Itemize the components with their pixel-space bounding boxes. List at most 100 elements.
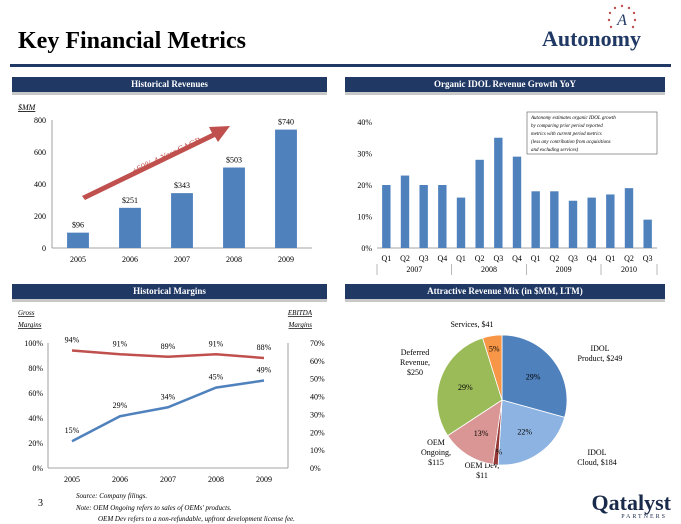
slice-pct-label: 29%	[458, 383, 473, 392]
autonomy-logo-mark-icon: A	[607, 4, 637, 29]
annotation-box	[526, 111, 658, 155]
right-y-tick-label: 30%	[310, 410, 325, 419]
data-label: 89%	[161, 342, 176, 351]
pie-slice	[436, 337, 503, 437]
y-tick-label: 10%	[357, 213, 372, 222]
year-group-label: 2007	[406, 265, 422, 274]
right-axis-label-line2: Margins	[288, 321, 313, 329]
slice-name-label: Deferred Revenue, $250	[400, 348, 430, 377]
slice-name-label: IDOL Cloud, $184	[577, 448, 617, 467]
right-y-tick-label: 70%	[310, 339, 325, 348]
pie-slice	[447, 399, 503, 465]
slice-pct-label: 22%	[517, 428, 532, 437]
right-y-tick-label: 60%	[310, 357, 325, 366]
data-label: $740	[278, 118, 294, 127]
left-axis-label-line2: Margins	[17, 321, 42, 329]
year-group-label: 2010	[621, 265, 637, 274]
data-label: 94%	[65, 336, 80, 345]
left-y-tick-label: 100%	[24, 339, 43, 348]
bar	[643, 219, 652, 248]
y-tick-label: 20%	[357, 181, 372, 190]
panel-title: Organic IDOL Revenue Growth YoY	[345, 77, 665, 92]
right-y-tick-label: 10%	[310, 446, 325, 455]
series-line-gross	[71, 349, 265, 360]
x-tick-label: Q4	[587, 254, 597, 263]
x-tick-label: 2007	[174, 255, 190, 264]
svg-text:A: A	[616, 12, 627, 29]
data-label: 45%	[209, 373, 224, 382]
x-tick-label: Q2	[624, 254, 634, 263]
bar	[587, 197, 596, 248]
page-number: 3	[38, 498, 43, 509]
right-y-tick-label: 40%	[310, 393, 325, 402]
x-tick-label: 2008	[226, 255, 242, 264]
historical-revenues-chart: $MM 0 200 400 600 800 $96 2005 $251 2006 $343 2007 $…	[18, 103, 312, 264]
series-line-ebitda	[71, 379, 265, 443]
slice-name-label: Services, $41	[450, 320, 493, 329]
data-label: $96	[72, 221, 84, 230]
x-tick-label: Q3	[419, 254, 429, 263]
data-label: 34%	[161, 392, 176, 401]
panel-organic-growth: Organic IDOL Revenue Growth YoY	[345, 77, 665, 95]
x-tick-label: Q1	[605, 254, 615, 263]
year-group-label: 2009	[556, 265, 572, 274]
panel-historical-revenues: Historical Revenues	[12, 77, 327, 95]
bar	[438, 185, 447, 248]
qatalyst-partners: PARTNERS	[621, 514, 667, 520]
x-tick-label: Q3	[568, 254, 578, 263]
y-tick-label: 400	[34, 180, 46, 189]
pie-slice	[501, 334, 568, 418]
data-label: $503	[226, 156, 242, 165]
y-tick-label: 200	[34, 212, 46, 221]
brand-logo: Autonomy	[541, 26, 641, 51]
slice-pct-label: 29%	[526, 372, 541, 381]
slice-pct-label: 5%	[489, 345, 500, 354]
x-tick-label: 2006	[112, 475, 128, 484]
left-y-tick-label: 20%	[28, 439, 43, 448]
historical-margins-chart: Gross Margins EBITDA Margins 0% 20% 40% 60% 80% 1…	[17, 309, 325, 484]
panel-revenue-mix: Attractive Revenue Mix (in $MM, LTM)	[345, 284, 665, 302]
data-label: $251	[122, 196, 138, 205]
x-tick-label: Q2	[400, 254, 410, 263]
slice-name-label: OEM Dev, $11	[465, 461, 500, 480]
bar	[119, 207, 141, 248]
pie-slice	[482, 334, 503, 401]
left-y-tick-label: 40%	[28, 414, 43, 423]
title-rule	[10, 64, 671, 67]
bar	[67, 232, 89, 248]
page-title: Key Financial Metrics	[18, 28, 246, 54]
bar	[400, 175, 410, 248]
cagr-arrow	[82, 126, 230, 200]
x-tick-label: Q2	[549, 254, 559, 263]
panel-title: Historical Margins	[12, 284, 327, 299]
x-tick-label: Q1	[381, 254, 391, 263]
x-tick-label: 2009	[256, 475, 272, 484]
right-y-tick-label: 50%	[310, 375, 325, 384]
x-tick-label: Q1	[456, 254, 466, 263]
y-tick-label: 800	[34, 116, 46, 125]
left-y-tick-label: 0%	[32, 464, 43, 473]
qatalyst-logo: Qatalyst	[591, 490, 671, 515]
slice-pct-label: 13%	[474, 429, 489, 438]
footer-note-1: Note: OEM Ongoing refers to sales of OEM…	[76, 504, 232, 512]
bar	[568, 200, 578, 248]
left-y-tick-label: 60%	[28, 389, 43, 398]
pie-slice	[497, 399, 566, 466]
data-label: 29%	[113, 401, 128, 410]
footer-source: Source: Company filings.	[76, 492, 148, 500]
y-axis-label: $MM	[18, 103, 37, 112]
revenue-mix-chart: 29% IDOL Product, $249 22% IDOL Cloud, $184 2%…	[400, 320, 622, 480]
cagr-annotation: +60% 4-Year CAGR	[131, 135, 203, 176]
x-tick-label: Q3	[493, 254, 503, 263]
x-tick-label: 2008	[208, 475, 224, 484]
y-tick-label: 600	[34, 148, 46, 157]
right-y-tick-label: 0%	[310, 464, 321, 473]
x-tick-label: Q3	[643, 254, 653, 263]
year-group-label: 2008	[481, 265, 497, 274]
bar	[171, 193, 193, 248]
bar	[382, 185, 391, 248]
left-axis-label-line1: Gross	[18, 309, 35, 317]
organic-growth-chart: 0% 10% 20% 30% 40% Q1 Q2 Q3 Q4 Q1 Q2 Q3 Q4 Q1 Q2 Q3 Q4 Q1…	[357, 111, 658, 275]
data-label: 91%	[209, 339, 224, 348]
bar	[419, 185, 428, 248]
